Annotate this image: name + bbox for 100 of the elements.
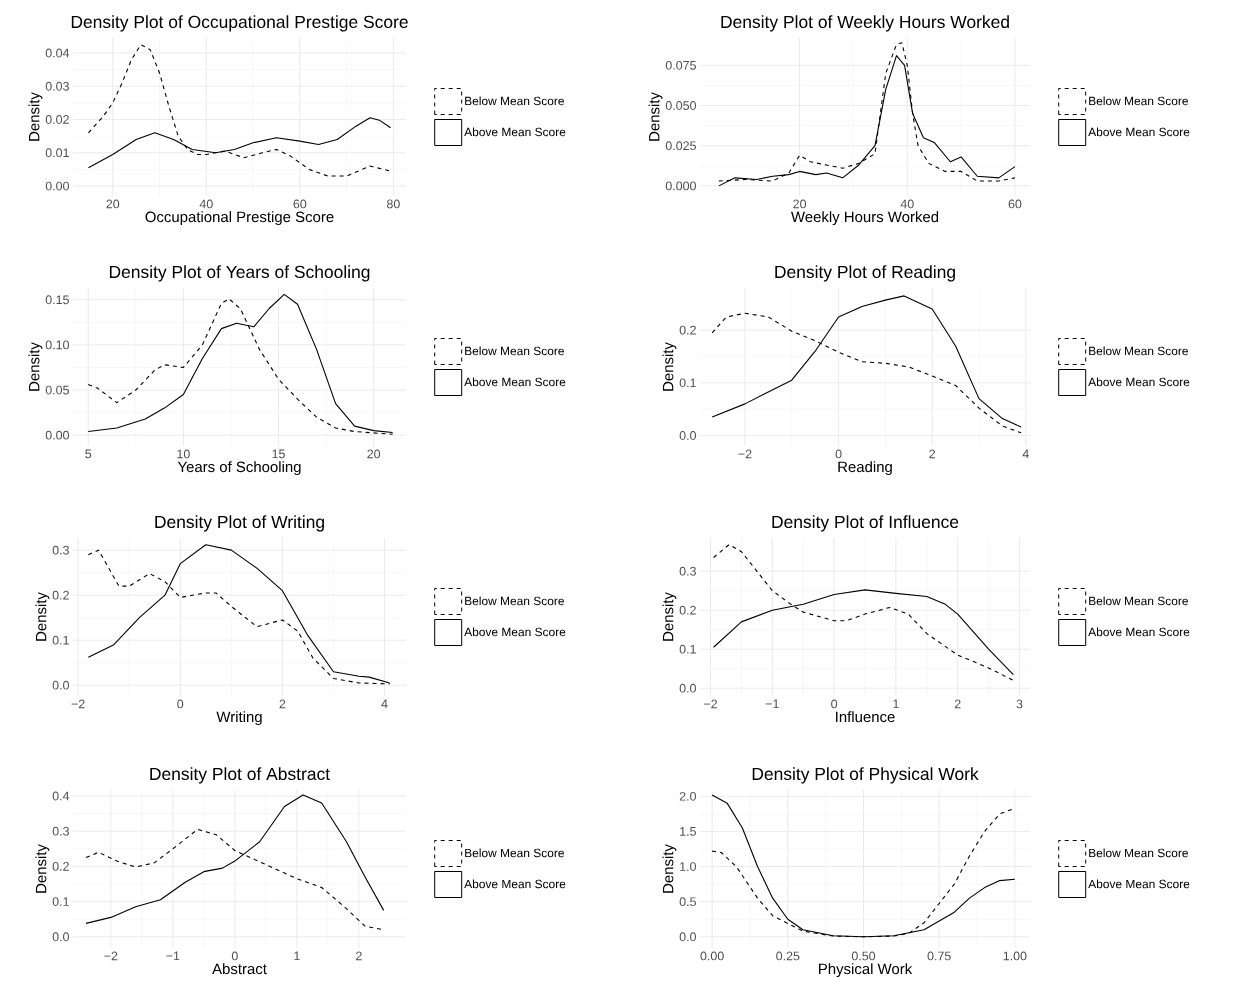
- y-axis-title: Density: [28, 342, 43, 391]
- legend-label: Above Mean Score: [1088, 377, 1190, 387]
- chart-title: Density Plot of Years of Schooling: [109, 265, 370, 282]
- legend-label: Below Mean Score: [465, 96, 564, 106]
- y-axis-title: Density: [648, 92, 663, 141]
- y-tick-label: 0.000: [665, 181, 696, 191]
- x-tick-label: 2: [929, 449, 936, 459]
- y-tick-label: 0.025: [665, 141, 696, 151]
- x-tick-label: 2: [954, 699, 961, 709]
- chart-title: Density Plot of Influence: [772, 515, 959, 532]
- line-series: [713, 544, 1014, 681]
- x-tick-label: 0.25: [776, 951, 800, 961]
- y-tick-label: 0.04: [45, 48, 70, 58]
- y-tick-label: 0.2: [679, 605, 696, 615]
- y-tick-label: 0.2: [52, 590, 69, 600]
- x-tick-label: 0.50: [851, 951, 876, 961]
- y-tick-label: 0.0: [679, 431, 696, 440]
- y-tick-label: 0.4: [52, 791, 70, 801]
- x-axis-title: Physical Work: [819, 963, 913, 978]
- y-tick-label: 2.0: [679, 791, 696, 801]
- chart-title: Density Plot of Reading: [775, 265, 955, 282]
- x-tick-label: 40: [199, 199, 213, 209]
- y-tick-label: 0.1: [679, 644, 696, 654]
- y-tick-label: 0.3: [52, 545, 69, 555]
- y-tick-label: 0.02: [45, 115, 69, 124]
- x-tick-label: 0: [831, 699, 838, 709]
- x-tick-label: −2: [704, 699, 717, 709]
- x-tick-label: 1: [893, 699, 899, 709]
- y-axis-title: Density: [662, 342, 677, 391]
- legend-label: Above Mean Score: [464, 127, 566, 137]
- chart-title: Density Plot of Abstract: [150, 767, 330, 784]
- y-tick-label: 0.0: [679, 683, 696, 693]
- y-tick-label: 0.050: [665, 101, 696, 110]
- y-tick-label: 0.01: [45, 148, 69, 158]
- x-tick-label: 20: [793, 199, 807, 209]
- y-tick-label: 0.15: [45, 295, 69, 305]
- y-tick-label: 0.0: [52, 932, 69, 942]
- y-tick-label: 0.075: [665, 60, 696, 70]
- x-tick-label: 3: [1016, 699, 1023, 709]
- y-tick-label: 0.1: [679, 378, 696, 388]
- x-axis-title: Abstract: [212, 963, 267, 975]
- y-tick-label: 0.2: [52, 861, 69, 871]
- legend-label: Below Mean Score: [465, 848, 564, 858]
- legend-label: Below Mean Score: [465, 346, 564, 356]
- x-axis-title: Writing: [216, 711, 262, 726]
- x-axis-title: Years of Schooling: [177, 461, 301, 476]
- x-tick-label: −2: [71, 699, 85, 709]
- x-tick-label: 0: [177, 699, 184, 709]
- y-axis-title: Density: [35, 592, 50, 641]
- line-series: [87, 44, 392, 177]
- x-tick-label: 5: [85, 449, 92, 459]
- x-axis-title: Reading: [838, 461, 892, 476]
- legend-label: Above Mean Score: [464, 627, 566, 637]
- x-tick-label: −1: [166, 951, 180, 961]
- legend-label: Above Mean Score: [464, 377, 566, 387]
- legend-label: Above Mean Score: [464, 879, 566, 889]
- legend-label: Below Mean Score: [1089, 848, 1188, 858]
- y-axis-title: Density: [662, 592, 677, 641]
- x-tick-label: −2: [738, 449, 752, 459]
- x-tick-label: 60: [1008, 199, 1022, 209]
- x-axis-title: Occupational Prestige Score: [145, 211, 334, 226]
- y-tick-label: 0.03: [45, 81, 69, 91]
- x-tick-label: 1.00: [1003, 951, 1027, 961]
- y-tick-label: 0.2: [679, 325, 696, 335]
- y-tick-label: 0.1: [52, 897, 69, 906]
- x-tick-label: 40: [900, 199, 914, 209]
- y-tick-label: 0.00: [45, 430, 69, 440]
- legend-label: Above Mean Score: [1088, 879, 1190, 889]
- x-tick-label: 4: [381, 699, 388, 709]
- x-tick-label: 10: [177, 449, 190, 459]
- x-tick-label: 4: [1022, 449, 1029, 459]
- x-tick-label: 20: [367, 449, 381, 459]
- x-tick-label: 2: [356, 951, 362, 961]
- x-tick-label: 20: [106, 199, 120, 209]
- chart-title: Density Plot of Writing: [155, 515, 324, 532]
- y-tick-label: 1.5: [680, 827, 696, 836]
- y-tick-label: 0.0: [52, 680, 69, 690]
- legend-label: Below Mean Score: [1089, 96, 1188, 106]
- y-axis-title: Density: [28, 92, 43, 141]
- x-tick-label: 0.75: [927, 951, 951, 961]
- y-axis-title: Density: [35, 844, 50, 893]
- chart-title: Density Plot of Physical Work: [752, 767, 979, 784]
- legend-label: Below Mean Score: [1089, 596, 1188, 606]
- y-tick-label: 1.0: [680, 862, 696, 871]
- chart-title: Density Plot of Weekly Hours Worked: [721, 15, 1009, 32]
- y-tick-label: 0.3: [679, 566, 696, 576]
- y-tick-label: 0.1: [52, 635, 69, 645]
- x-tick-label: 2: [279, 699, 286, 709]
- y-tick-label: 0.10: [45, 340, 69, 350]
- x-tick-label: 0: [835, 449, 842, 459]
- legend-label: Below Mean Score: [1089, 346, 1188, 356]
- x-axis-title: Influence: [836, 711, 895, 723]
- x-tick-label: 1: [294, 951, 300, 961]
- y-tick-label: 0.5: [679, 897, 696, 907]
- x-tick-label: 15: [272, 449, 285, 459]
- x-tick-label: 0.00: [700, 951, 724, 961]
- y-tick-label: 0.0: [679, 932, 696, 942]
- legend-label: Below Mean Score: [465, 596, 564, 606]
- x-tick-label: −1: [765, 699, 779, 709]
- legend-label: Above Mean Score: [1088, 627, 1190, 637]
